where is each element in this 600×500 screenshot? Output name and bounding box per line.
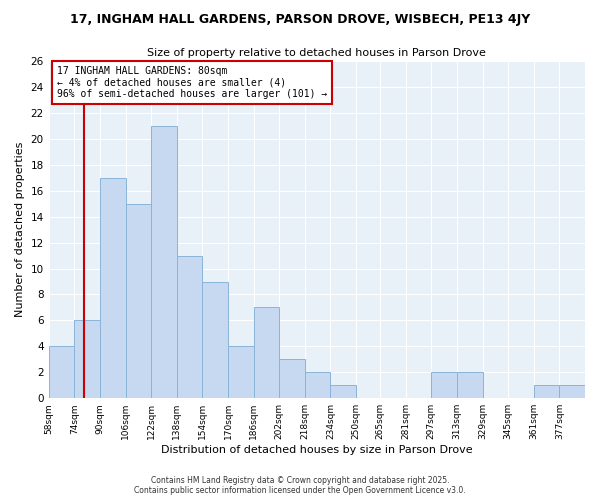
Text: 17, INGHAM HALL GARDENS, PARSON DROVE, WISBECH, PE13 4JY: 17, INGHAM HALL GARDENS, PARSON DROVE, W… xyxy=(70,12,530,26)
Bar xyxy=(100,178,125,398)
Text: Contains HM Land Registry data © Crown copyright and database right 2025.
Contai: Contains HM Land Registry data © Crown c… xyxy=(134,476,466,495)
Bar xyxy=(74,320,100,398)
Bar xyxy=(49,346,74,398)
Text: 17 INGHAM HALL GARDENS: 80sqm
← 4% of detached houses are smaller (4)
96% of sem: 17 INGHAM HALL GARDENS: 80sqm ← 4% of de… xyxy=(57,66,327,100)
Bar xyxy=(228,346,254,398)
Bar xyxy=(279,360,305,398)
X-axis label: Distribution of detached houses by size in Parson Drove: Distribution of detached houses by size … xyxy=(161,445,473,455)
Bar xyxy=(431,372,457,398)
Y-axis label: Number of detached properties: Number of detached properties xyxy=(15,142,25,318)
Bar xyxy=(559,385,585,398)
Bar xyxy=(457,372,482,398)
Bar xyxy=(254,308,279,398)
Bar xyxy=(177,256,202,398)
Bar xyxy=(202,282,228,398)
Title: Size of property relative to detached houses in Parson Drove: Size of property relative to detached ho… xyxy=(148,48,486,58)
Bar xyxy=(125,204,151,398)
Bar xyxy=(534,385,559,398)
Bar xyxy=(305,372,331,398)
Bar xyxy=(151,126,177,398)
Bar xyxy=(331,385,356,398)
